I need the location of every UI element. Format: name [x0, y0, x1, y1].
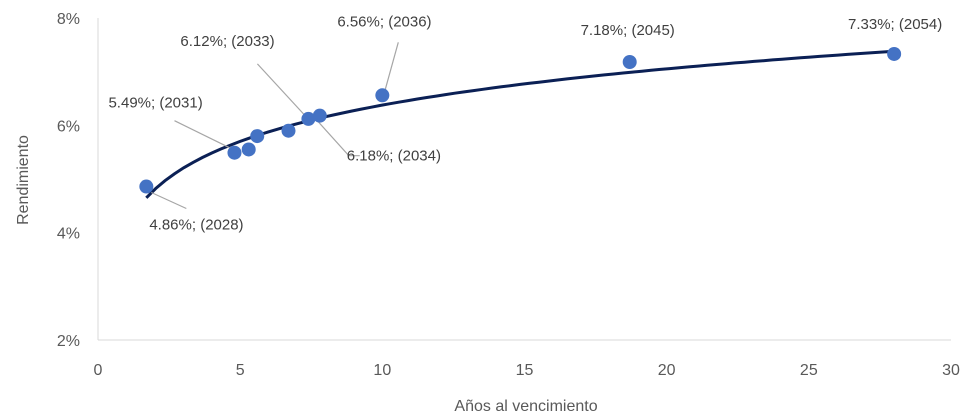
data-point: [227, 145, 242, 160]
data-points: [139, 46, 902, 194]
x-axis-title: Años al vencimiento: [454, 398, 597, 415]
data-label: 6.56%; (2036): [337, 13, 431, 30]
x-tick-label: 15: [516, 362, 534, 379]
leader-line: [312, 115, 360, 157]
x-tick-label: 20: [658, 362, 676, 379]
y-tick-label: 4%: [57, 226, 80, 243]
leader-lines: [151, 42, 399, 210]
data-point: [139, 179, 154, 194]
x-tick-label: 25: [800, 362, 818, 379]
x-tick-label: 5: [236, 362, 245, 379]
data-label: 6.12%; (2033): [180, 33, 274, 50]
y-tick-label: 6%: [57, 118, 80, 135]
data-point: [312, 108, 327, 123]
leader-line: [151, 191, 187, 210]
data-point: [622, 55, 637, 70]
data-label: 7.18%; (2045): [581, 22, 675, 39]
leader-line: [256, 63, 305, 116]
data-label: 4.86%; (2028): [149, 217, 243, 234]
y-tick-label: 2%: [57, 333, 80, 350]
trendline-curve: [145, 49, 895, 199]
data-point: [250, 129, 265, 144]
axes: [97, 18, 951, 341]
data-label: 7.33%; (2054): [848, 16, 942, 33]
data-point: [241, 142, 256, 157]
x-tick-label: 0: [94, 362, 103, 379]
trendline: [145, 49, 895, 199]
data-label: 6.18%; (2034): [347, 148, 441, 165]
leader-line: [384, 42, 399, 90]
leader-line: [174, 120, 232, 150]
x-tick-label: 10: [373, 362, 391, 379]
data-label: 5.49%; (2031): [108, 95, 202, 112]
data-point: [281, 123, 296, 138]
data-point: [887, 46, 902, 61]
data-point: [375, 88, 390, 103]
y-tick-label: 8%: [57, 11, 80, 28]
data-point: [301, 111, 316, 126]
data-labels: 4.86%; (2028) 5.49%; (2031) 6.12%; (2033) 6…: [108, 13, 942, 233]
x-tick-label: 30: [942, 362, 960, 379]
y-axis-title: Rendimiento: [15, 135, 32, 225]
tick-labels: 0 5 10 15 20 25 30 2% 4% 6% 8%: [57, 11, 960, 379]
